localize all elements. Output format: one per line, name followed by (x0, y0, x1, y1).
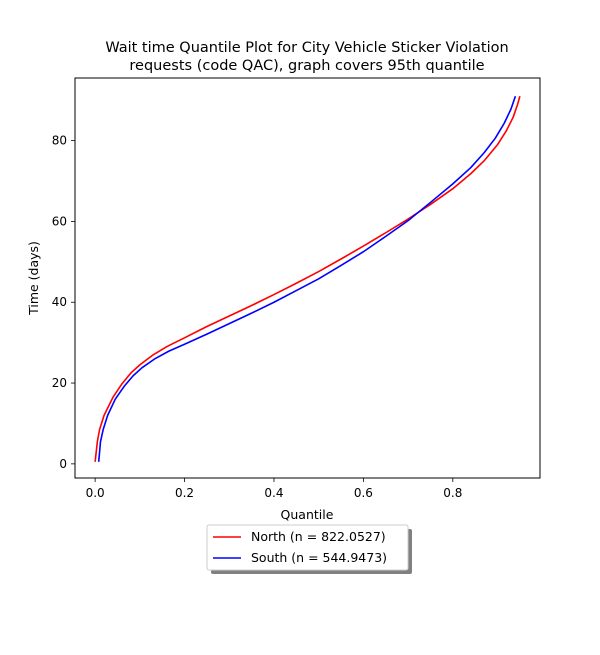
y-tick-label: 0 (59, 457, 67, 471)
x-tick-label: 0.0 (86, 486, 105, 500)
chart-title-line-2: requests (code QAC), graph covers 95th q… (129, 58, 484, 74)
chart-title-line-1: Wait time Quantile Plot for City Vehicle… (105, 40, 508, 56)
y-tick-label: 20 (52, 376, 67, 390)
legend-label-north: North (n = 822.0527) (251, 529, 386, 544)
series-line-north (94, 95, 521, 462)
y-tick-label: 80 (52, 134, 67, 148)
series-line-south (97, 95, 517, 462)
y-tick-label: 40 (52, 295, 67, 309)
x-axis-label: Quantile (281, 507, 334, 522)
y-axis-label: Time (days) (26, 241, 41, 316)
legend-label-south: South (n = 544.9473) (251, 550, 387, 565)
series-layer (94, 95, 521, 462)
plot-frame (74, 77, 541, 479)
x-tick-label: 0.4 (264, 486, 283, 500)
legend: North (n = 822.0527) South (n = 544.9473… (206, 524, 412, 574)
x-tick-label: 0.6 (354, 486, 373, 500)
y-tick-label: 60 (52, 214, 67, 228)
x-tick-label: 0.2 (175, 486, 194, 500)
legend-box (206, 524, 409, 571)
x-tick-label: 0.8 (443, 486, 462, 500)
y-axis-ticks: 0 20 40 60 80 (52, 134, 75, 471)
x-axis-ticks: 0.0 0.2 0.4 0.6 0.8 (86, 478, 462, 500)
